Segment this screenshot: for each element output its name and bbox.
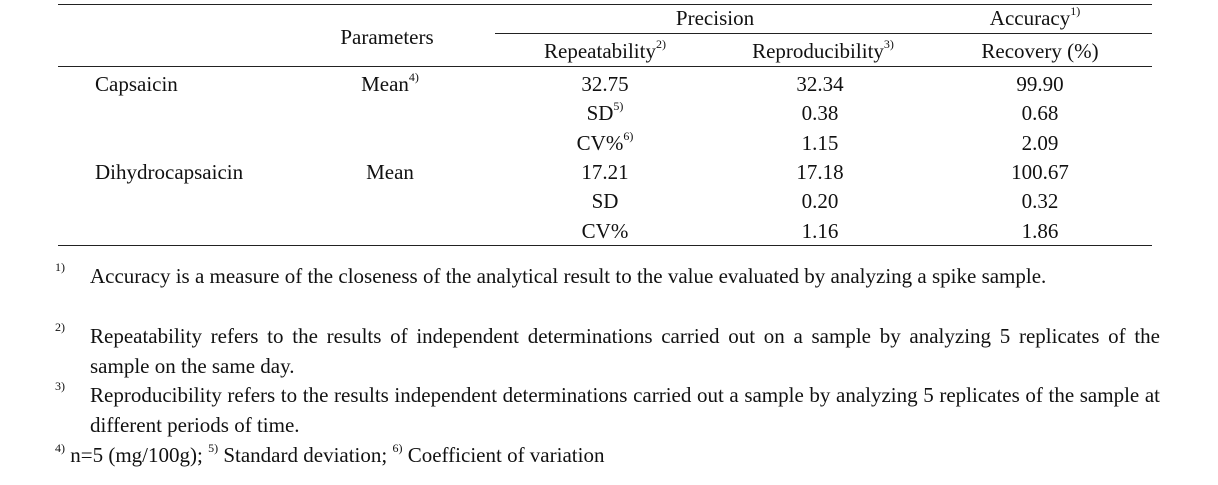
- cell-repeatability-text: CV%: [576, 130, 624, 155]
- note-mark: 3): [883, 37, 894, 51]
- header-cell-text: Accuracy: [989, 6, 1071, 30]
- cell-parameter: Mean: [366, 159, 414, 184]
- cell-repeatability: CV%6): [576, 128, 634, 155]
- cell-recovery: 0.68: [1021, 101, 1059, 126]
- cell-reproducibility: 1.15: [801, 130, 839, 155]
- cell-reproducibility: 0.38: [801, 101, 839, 126]
- cell-recovery: 0.32: [1021, 189, 1059, 214]
- cell-recovery: 100.67: [1011, 159, 1069, 184]
- note-mark: 5): [613, 99, 624, 114]
- footnote-text: Standard deviation;: [223, 443, 388, 467]
- header-cell-text: Reproducibility: [752, 39, 884, 63]
- cell-repeatability-text: SD: [586, 101, 614, 126]
- header-cell: Reproducibility3): [752, 37, 894, 63]
- cell-reproducibility: 1.16: [801, 218, 839, 243]
- header-cell: Recovery (%): [981, 39, 1099, 63]
- footnote-mark: 6): [392, 441, 403, 455]
- footnote-mark: 1): [55, 260, 65, 274]
- cell-compound: Capsaicin: [95, 72, 178, 96]
- footnote-text: Repeatability refers to the results of i…: [90, 324, 1160, 378]
- note-mark: 2): [655, 37, 666, 51]
- cell-parameter-text: Mean: [361, 72, 409, 96]
- footnote-line: 4) n=5 (mg/100g); 5) Standard deviation;…: [55, 441, 605, 467]
- header-cell: Parameters: [340, 25, 434, 49]
- note-mark: 4): [408, 70, 419, 84]
- footnote-mark: 4): [55, 441, 65, 455]
- note-mark: 6): [623, 128, 634, 143]
- cell-reproducibility: 32.34: [796, 72, 844, 96]
- rule-header: [58, 66, 1152, 67]
- footnote-mark: 2): [55, 320, 65, 334]
- cell-recovery: 2.09: [1021, 130, 1059, 155]
- footnote-text: n=5 (mg/100g);: [70, 443, 203, 467]
- cell-reproducibility: 17.18: [796, 159, 844, 184]
- cell-repeatability: 17.21: [581, 159, 629, 184]
- cell-recovery: 99.90: [1016, 72, 1064, 96]
- header-cell: Repeatability2): [544, 37, 666, 63]
- cell-repeatability: 32.75: [581, 72, 629, 96]
- header-cell-text: Repeatability: [544, 39, 656, 63]
- cell-recovery: 1.86: [1021, 218, 1059, 243]
- footnote-text: Coefficient of variation: [407, 443, 605, 467]
- rule-group: [495, 33, 1152, 34]
- cell-parameter: Mean4): [361, 70, 419, 96]
- footnote-text: Reproducibility refers to the results in…: [90, 383, 1160, 437]
- cell-repeatability: SD5): [586, 99, 624, 126]
- cell-compound: Dihydrocapsaicin: [95, 159, 244, 184]
- cell-repeatability: CV%: [581, 218, 629, 243]
- header-cell: Precision: [675, 6, 755, 30]
- rule-top: [58, 4, 1152, 5]
- footnote-mark: 5): [208, 441, 219, 455]
- cell-repeatability: SD: [591, 189, 619, 214]
- header-cell: Accuracy1): [989, 4, 1081, 30]
- footnote-text: Accuracy is a measure of the closeness o…: [90, 264, 1047, 288]
- footnote-mark: 3): [55, 379, 65, 393]
- note-mark: 1): [1070, 4, 1081, 18]
- cell-reproducibility: 0.20: [801, 189, 839, 214]
- rule-bottom: [58, 245, 1152, 246]
